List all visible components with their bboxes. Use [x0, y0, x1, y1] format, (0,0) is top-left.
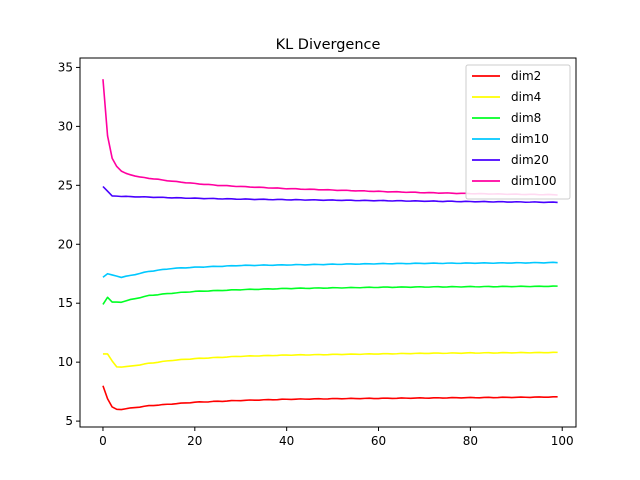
y-tick-label: 5	[65, 414, 73, 428]
legend-label-dim8: dim8	[511, 111, 541, 125]
series-line-dim10	[102, 261, 558, 279]
legend-label-dim4: dim4	[511, 90, 541, 104]
y-tick-label: 20	[58, 237, 73, 251]
series-line-dim4	[102, 351, 558, 368]
series-line-dim8	[102, 285, 558, 305]
legend-label-dim10: dim10	[511, 132, 549, 146]
y-tick-label: 35	[58, 60, 73, 74]
legend: dim2 dim4 dim8 dim10 dim20 dim100	[465, 64, 571, 200]
x-tick-label: 20	[187, 434, 202, 448]
x-tick-label: 80	[463, 434, 478, 448]
plot-frame	[79, 57, 577, 428]
chart-title: KL Divergence	[276, 37, 381, 53]
y-tick-label: 30	[58, 119, 73, 133]
y-tick-label: 25	[58, 178, 73, 192]
y-axis: 5 10 15 20 25 30 35	[58, 60, 80, 428]
y-tick-label: 10	[58, 355, 73, 369]
legend-box	[465, 64, 571, 200]
y-tick-label: 15	[58, 296, 73, 310]
legend-label-dim20: dim20	[511, 153, 549, 167]
legend-label-dim100: dim100	[511, 174, 557, 188]
x-tick-label: 40	[279, 434, 294, 448]
series-line-dim20	[102, 185, 558, 204]
x-tick-label: 60	[371, 434, 386, 448]
x-tick-label: 100	[551, 434, 574, 448]
x-axis: 0 20 40 60 80 100	[99, 427, 574, 448]
legend-label-dim2: dim2	[511, 69, 541, 83]
x-tick-label: 0	[99, 434, 107, 448]
series-line-dim2	[102, 385, 558, 411]
